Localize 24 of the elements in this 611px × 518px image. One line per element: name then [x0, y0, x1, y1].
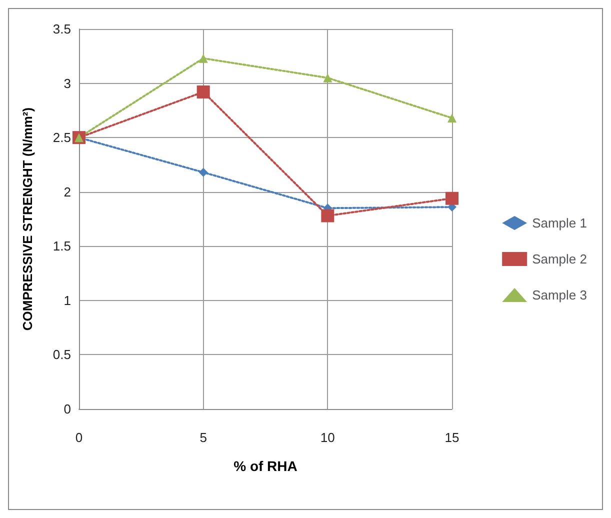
- point: [321, 209, 334, 222]
- x-axis-title: % of RHA: [234, 458, 298, 474]
- point: [446, 192, 458, 205]
- x-tick-label: 0: [75, 430, 83, 445]
- y-tick-label: 2.5: [52, 130, 71, 146]
- x-tick-label: 5: [200, 430, 207, 445]
- y-axis-title: COMPRESSIVE STRENGHT (N/mm²): [20, 107, 35, 331]
- point: [323, 73, 332, 82]
- point: [196, 85, 210, 98]
- x-tick-label: 10: [320, 430, 335, 445]
- y-tick-label: 2: [64, 184, 71, 200]
- legend-label: Sample 1: [532, 216, 587, 230]
- point: [198, 168, 208, 177]
- y-tick-label: 0.5: [52, 347, 71, 362]
- legend-label: Sample 3: [532, 288, 587, 302]
- y-tick-label: 1: [64, 292, 71, 308]
- y-tick-label: 3: [64, 76, 71, 91]
- y-tick-label: 3.5: [52, 22, 71, 36]
- x-tick-label: 15: [444, 430, 460, 445]
- point: [448, 114, 456, 123]
- legend-label: Sample 2: [532, 252, 587, 266]
- point: [198, 54, 208, 63]
- y-tick-label: 0: [64, 402, 71, 416]
- y-tick-label: 1.5: [52, 238, 71, 254]
